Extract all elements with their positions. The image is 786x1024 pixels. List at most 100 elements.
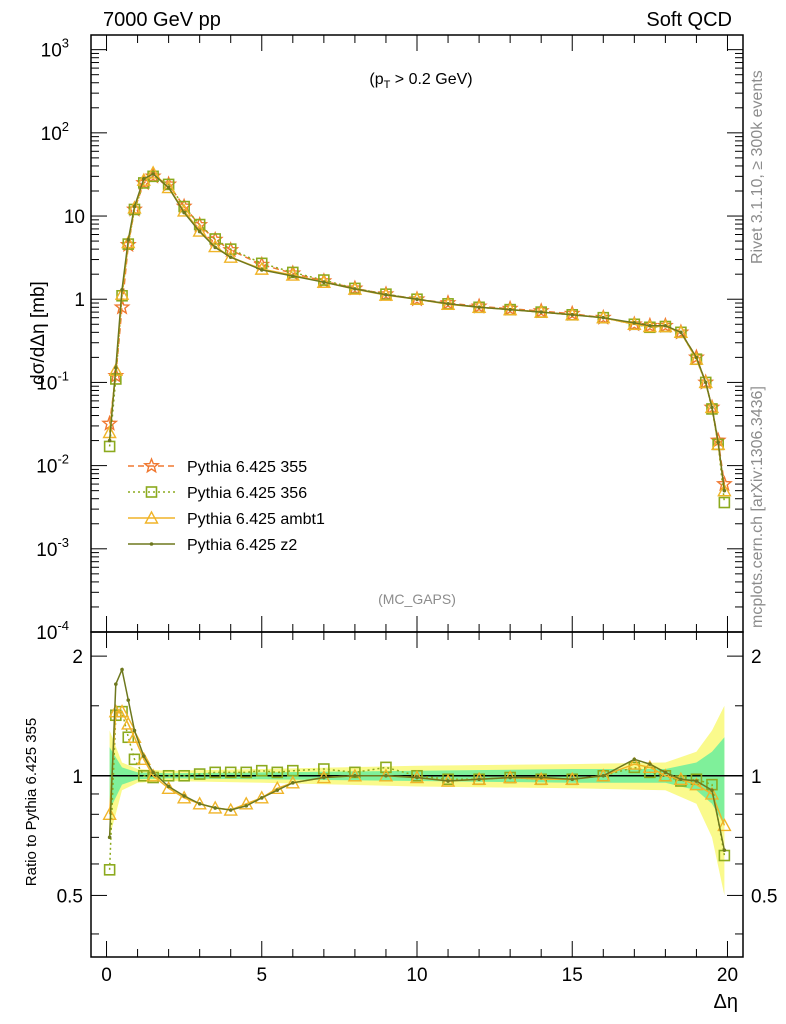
ratio-data-point [240,766,253,779]
ratio-data-point [689,777,704,791]
ratio-data-point [128,753,141,766]
main-data-point [162,178,175,191]
x-tick-label: 10 [406,965,427,986]
main-data-point [107,438,112,443]
main-data-point [176,203,192,217]
main-data-point [477,305,481,310]
main-y-tick-label: 10-3 [36,535,69,561]
ratio-data-point [601,773,606,778]
main-data-point [197,229,202,234]
legend-entry: Pythia 6.425 ambt1 [128,510,325,528]
ratio-data-point [259,796,264,800]
main-data-point [698,374,713,389]
main-data-point [192,223,207,237]
legend-entry: Pythia 6.425 355 [128,457,307,476]
ratio-data-point [126,698,131,702]
main-data-point [132,204,137,209]
rivet-version-label: Rivet 3.1.10, ≥ 300k events [749,70,766,264]
main-data-point [648,323,652,328]
main-data-point [228,255,233,260]
header-right-label: Soft QCD [646,9,732,31]
main-data-point [415,297,419,302]
ratio-data-point [380,761,392,774]
legend-marker [144,510,159,524]
main-data-point [120,287,124,292]
ratio-data-point [120,667,124,672]
ratio-data-point [166,784,171,789]
main-data-point [121,235,136,249]
ratio-data-point [322,775,326,780]
ratio-data-point [193,768,206,780]
ratio-series-2 [107,667,727,852]
legend-marker [145,486,158,498]
ratio-y-tick-label-right: 0.5 [751,886,777,907]
ratio-data-point [275,788,280,792]
main-data-point [291,274,295,278]
ratio-data-point [107,835,112,840]
main-x-ticks [106,35,728,632]
ratio-data-point [121,716,136,730]
ratio-y-tick-label-right: 2 [751,647,762,668]
main-data-point [716,440,720,445]
main-data-point [182,210,186,215]
ratio-data-point [539,775,543,780]
ratio-data-point [632,757,637,762]
legend-marker [142,457,161,474]
x-tick-label: 20 [717,965,738,986]
main-data-point [704,400,720,414]
legend: Pythia 6.425 355 Pythia 6.425 356 Pythia 6… [128,457,325,554]
ratio-data-point [114,682,118,686]
main-data-point [151,172,155,176]
main-data-point [103,440,116,453]
ratio-data-point [228,808,233,812]
ratio-data-point [658,768,673,782]
main-data-point [570,312,575,317]
ratio-plot-frame [90,631,744,958]
main-data-point [208,239,223,253]
ratio-data-point [132,728,137,733]
main-y-tick-label: 102 [41,119,69,145]
ratio-y-ticks: 0.5 0.5 1 1 2 2 [57,647,777,935]
ratio-series-0 [103,705,731,876]
legend-entry: Pythia 6.425 z2 [128,537,297,554]
ratio-data-point [224,766,237,779]
ratio-data-point [648,762,652,766]
ratio-data-point [136,751,151,766]
main-data-point [114,365,118,370]
ratio-data-point [384,773,388,778]
ratio-data-point [694,779,699,783]
main-data-point [126,237,131,242]
main-series-line [108,171,726,491]
main-data-point [224,243,237,255]
ratio-data-point [704,786,720,800]
main-data-point [141,177,146,181]
ratio-data-point [178,769,190,782]
main-data-point [161,180,176,194]
ratio-data-point [663,770,668,775]
x-tick-label: 5 [256,965,267,986]
main-data-point [679,330,683,335]
ratio-data-point [270,780,285,795]
legend-label: Pythia 6.425 ambt1 [187,511,325,528]
main-data-point [285,267,300,281]
ratio-data-point [141,754,146,759]
ratio-data-point [710,788,714,792]
ratio-data-point [197,802,202,806]
ratio-plot-panel: 0.5 0.5 1 1 2 2 0 5 10 15 20 Ratio to Pythia 6.42… [23,631,777,1013]
main-data-point [209,233,221,245]
ratio-data-point [244,804,249,808]
main-data-point [322,280,326,285]
legend-marker [149,542,154,546]
main-y-tick-label: 10-4 [36,618,69,644]
ratio-data-point [534,771,549,785]
ratio-data-point [627,756,642,770]
ratio-data-point [114,704,130,718]
main-data-point [539,310,543,314]
main-data-point [710,436,726,451]
ratio-data-point [717,817,732,832]
main-data-point [384,293,388,297]
main-series-group [101,165,733,509]
ratio-y-tick-label: 0.5 [57,886,83,907]
